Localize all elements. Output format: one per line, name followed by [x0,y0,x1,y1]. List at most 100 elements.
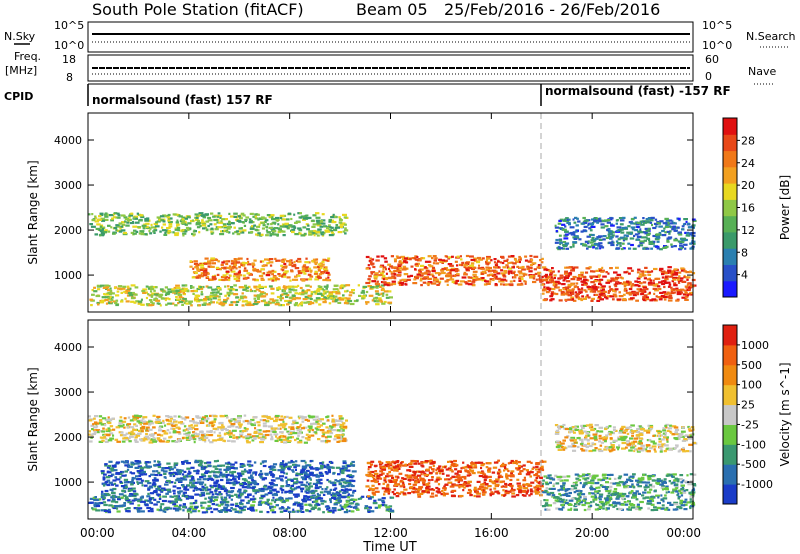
data-cell [161,430,166,433]
data-cell [670,270,675,273]
data-cell [213,484,217,487]
data-cell [303,217,308,220]
data-cell [247,483,253,486]
data-cell [138,481,144,484]
data-cell [524,255,528,258]
data-cell [280,264,283,267]
data-cell [159,507,162,510]
data-cell [144,438,149,441]
data-cell [667,266,672,269]
colorbar-segment [723,264,737,282]
data-cell [152,437,156,440]
data-cell [264,488,268,491]
data-cell [587,245,592,248]
data-cell [148,498,152,501]
data-cell [233,273,236,276]
data-cell [90,304,93,307]
data-cell [241,486,247,489]
data-cell [161,226,164,229]
data-cell [302,226,307,229]
data-cell [660,270,666,273]
data-cell [185,226,189,229]
data-cell [609,236,614,239]
data-cell [233,258,237,261]
data-cell [292,289,298,292]
data-cell [512,276,517,279]
data-cell [297,274,301,277]
data-cell [237,423,243,426]
data-cell [507,267,513,270]
data-cell [297,292,301,295]
data-cell [310,434,315,437]
data-cell [406,257,411,260]
data-cell [176,431,181,434]
data-cell [296,437,300,440]
data-cell [270,509,275,512]
data-cell [388,505,393,508]
data-cell [470,262,475,265]
data-cell [304,475,309,479]
data-cell [590,299,594,302]
data-cell [654,237,659,240]
data-cell [148,304,153,307]
data-cell [168,507,173,510]
data-cell [249,476,254,479]
data-cell [435,262,440,265]
data-cell [582,221,588,224]
data-cell [288,506,291,510]
data-cell [192,233,196,236]
data-cell [296,432,302,435]
data-cell [679,247,683,250]
data-cell [288,491,293,494]
data-cell [599,298,604,301]
data-cell [257,294,262,297]
data-cell [308,510,312,513]
data-cell [107,421,112,425]
data-cell [266,223,270,226]
data-cell [115,299,119,302]
data-cell [317,269,321,272]
data-cell [634,233,639,236]
data-cell [200,272,205,275]
data-cell [598,280,602,283]
data-cell [315,473,319,476]
data-cell [195,222,199,225]
data-cell [669,275,673,278]
data-cell [149,507,154,510]
data-cell [216,459,219,462]
data-cell [565,217,569,220]
data-cell [610,277,614,280]
data-cell [519,257,522,260]
data-cell [271,499,275,502]
data-cell [236,419,241,422]
data-cell [626,270,629,273]
colorbar-segment [723,118,737,135]
data-cell [109,425,114,428]
data-cell [306,419,310,422]
data-cell [195,472,200,475]
data-cell [161,499,167,503]
data-cell [662,222,668,225]
data-cell [520,283,524,286]
data-cell [307,429,312,432]
data-cell [109,437,114,440]
data-cell [654,277,659,280]
data-cell [188,507,192,510]
data-cell [143,501,146,504]
data-cell [690,234,694,237]
data-cell [228,303,234,306]
data-cell [164,297,167,300]
data-cell [250,230,254,234]
data-cell [299,212,302,215]
data-cell [640,293,644,296]
data-cell [218,278,222,281]
data-cell [287,436,292,439]
data-cell [194,435,200,438]
data-cell [326,279,332,282]
data-cell [112,428,116,431]
data-cell [243,414,247,417]
data-cell [331,418,335,421]
data-cell [422,281,427,284]
data-cell [136,470,142,473]
data-cell [325,271,330,274]
